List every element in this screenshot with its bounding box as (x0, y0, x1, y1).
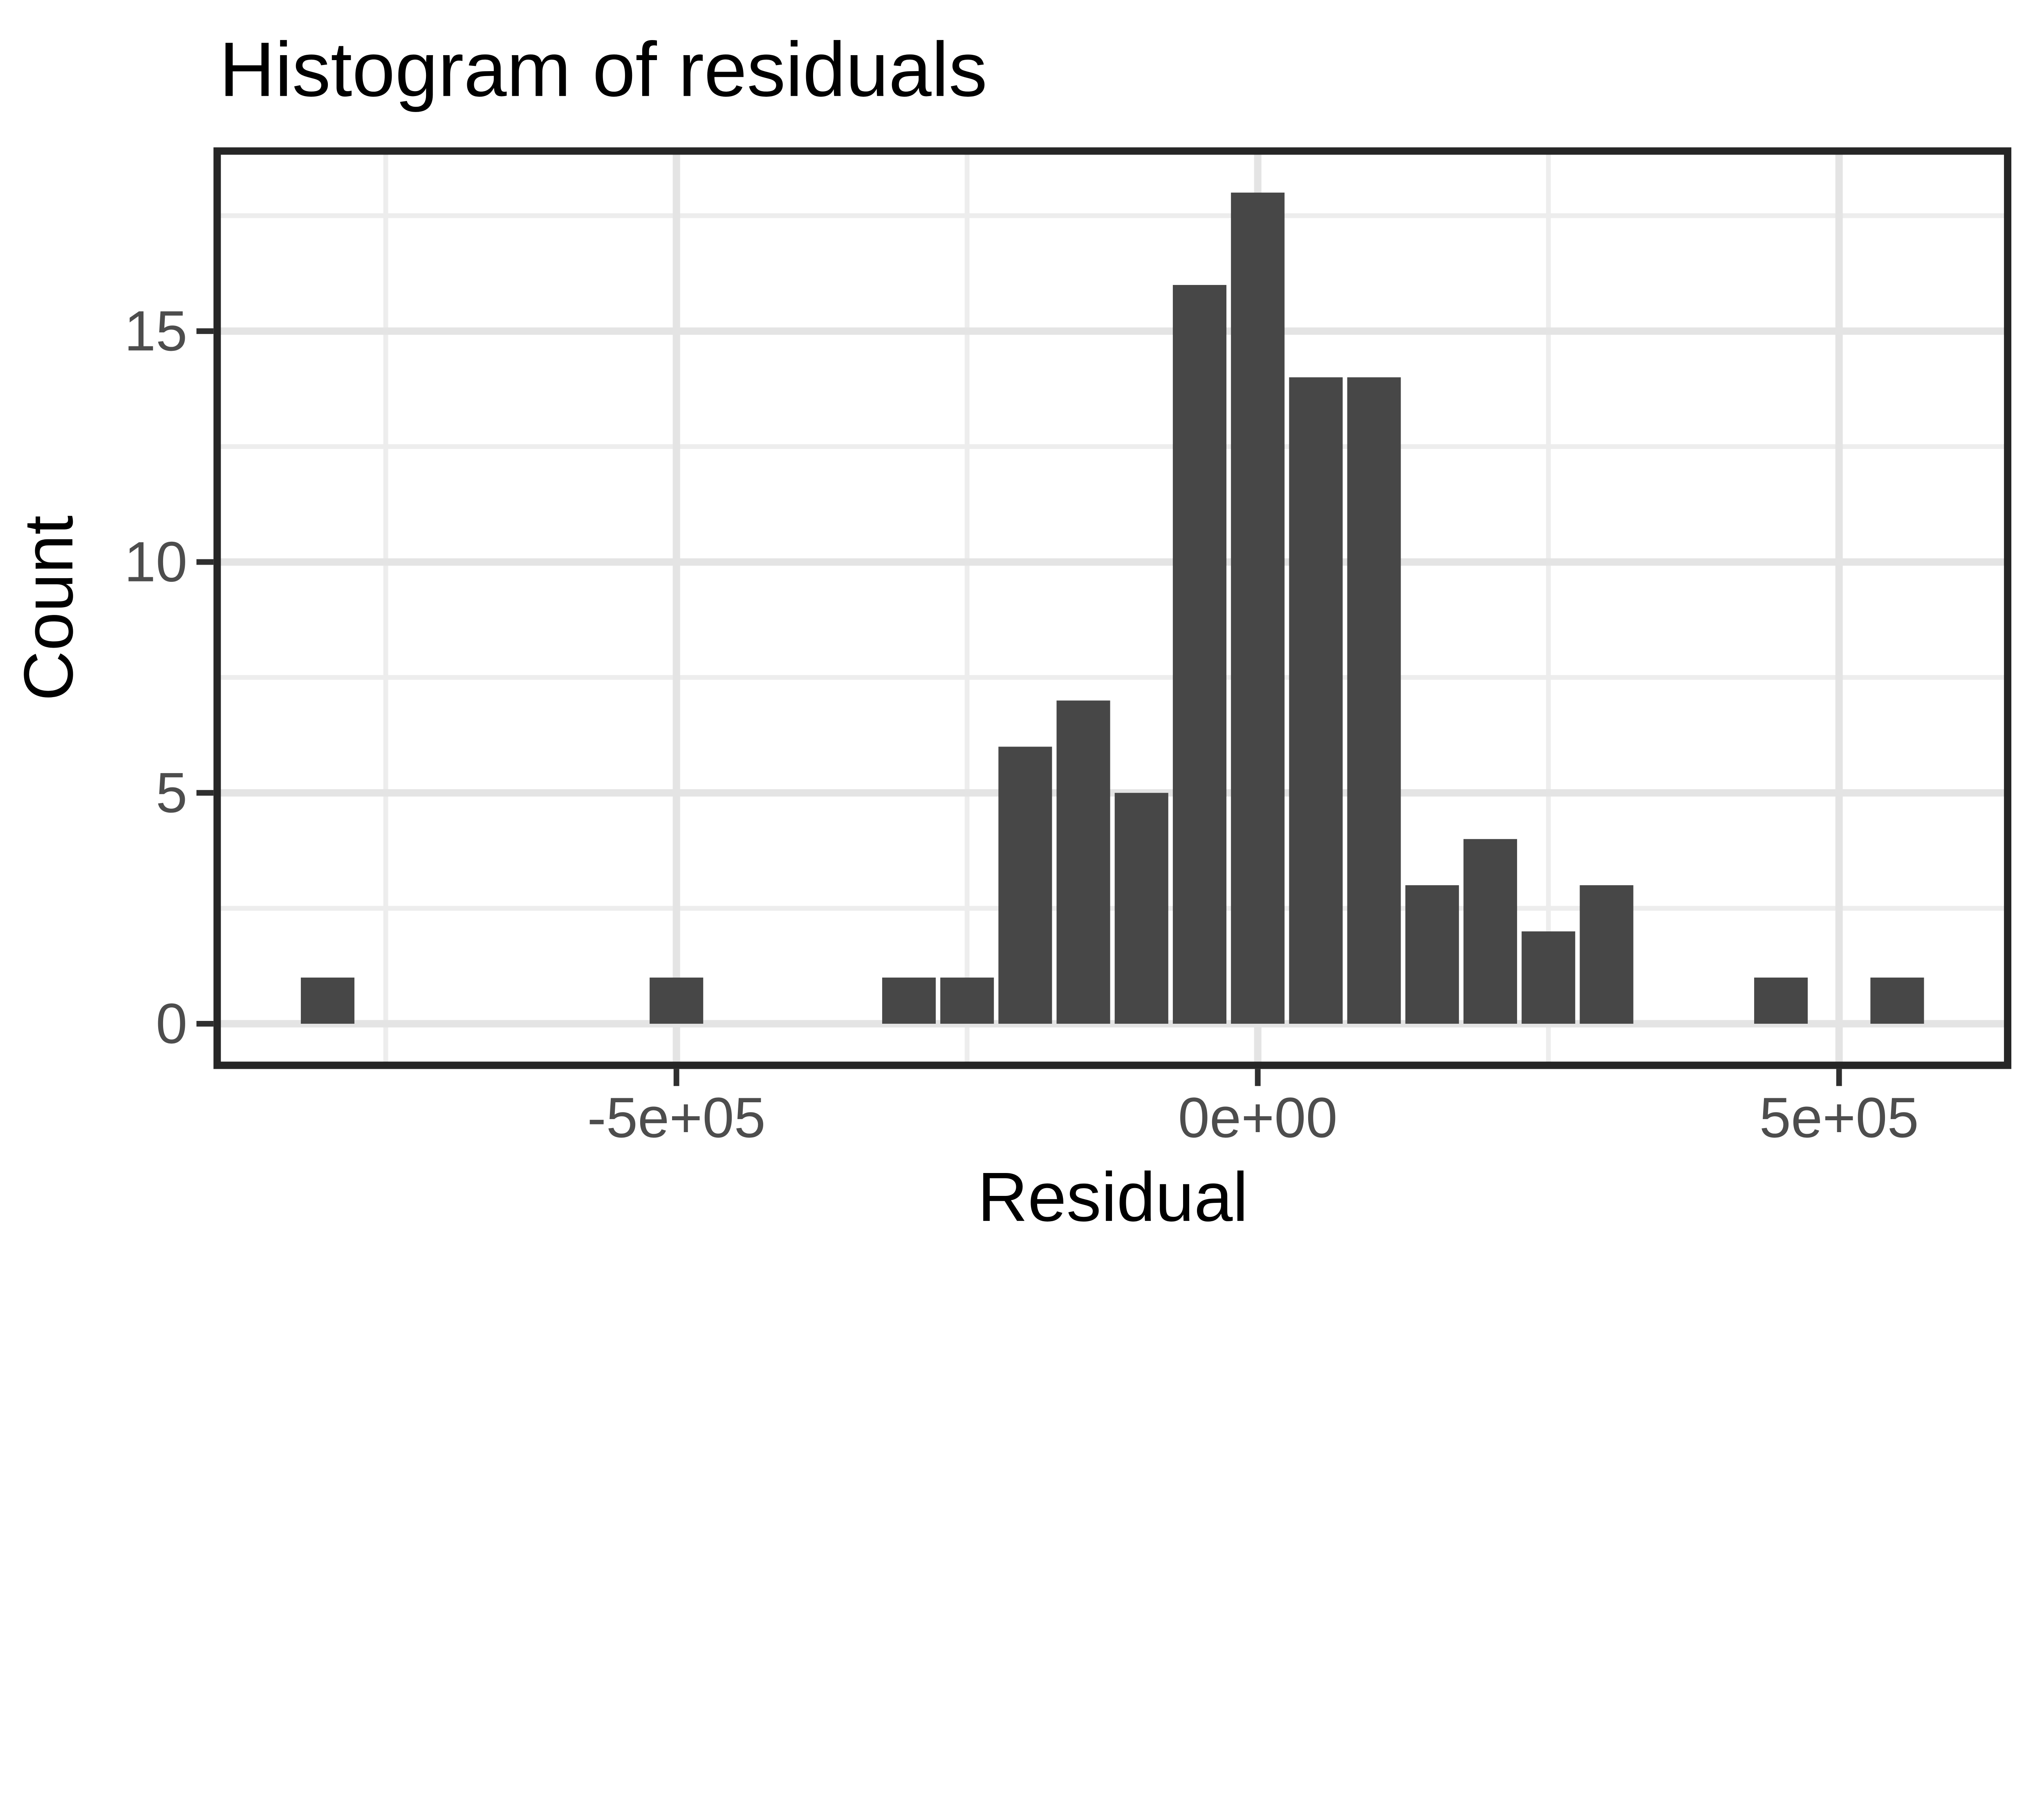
histogram-figure: 0 5 10 15 -5e+05 0e+00 5e+05 Histogram of resi… (10, 26, 2012, 1236)
y-tick-label: 15 (124, 299, 187, 363)
histogram-bar (300, 977, 354, 1024)
y-tick-label: 5 (156, 761, 187, 824)
histogram-bar (1347, 377, 1401, 1024)
histogram-bar (1522, 931, 1576, 1024)
gridlines-major (217, 151, 2008, 1065)
histogram-bar (1289, 377, 1343, 1024)
histogram-figure-wrap: 0 5 10 15 -5e+05 0e+00 5e+05 Histogram of resi… (10, 26, 2012, 1236)
histogram-bars (300, 193, 1924, 1024)
histogram-bar (882, 977, 936, 1024)
gridlines-minor (217, 151, 2008, 1065)
histogram-bar (940, 977, 994, 1024)
x-tick-label: -5e+05 (587, 1086, 766, 1149)
histogram-bar (1580, 885, 1634, 1024)
panel-border (213, 147, 2012, 1069)
y-axis-title: Count (10, 516, 87, 701)
axis-tick-labels: 0 5 10 15 -5e+05 0e+00 5e+05 (124, 299, 1919, 1149)
histogram-bar (998, 747, 1052, 1024)
histogram-bar (1114, 793, 1168, 1024)
histogram-bar (1231, 193, 1285, 1024)
x-tick-label: 5e+05 (1759, 1086, 1919, 1149)
histogram-bar (1754, 977, 1808, 1024)
histogram-bar (1172, 285, 1227, 1024)
x-tick-label: 0e+00 (1178, 1086, 1338, 1149)
histogram-bar (1405, 885, 1459, 1024)
histogram-bar (1056, 700, 1110, 1024)
histogram-bar (650, 977, 704, 1024)
y-tick-label: 10 (124, 530, 187, 594)
x-axis-title: Residual (977, 1158, 1248, 1236)
axis-tick-marks (196, 328, 1842, 1086)
histogram-bar (1870, 977, 1924, 1024)
y-tick-label: 0 (156, 992, 187, 1055)
chart-title: Histogram of residuals (219, 27, 987, 113)
histogram-bar (1463, 839, 1517, 1024)
